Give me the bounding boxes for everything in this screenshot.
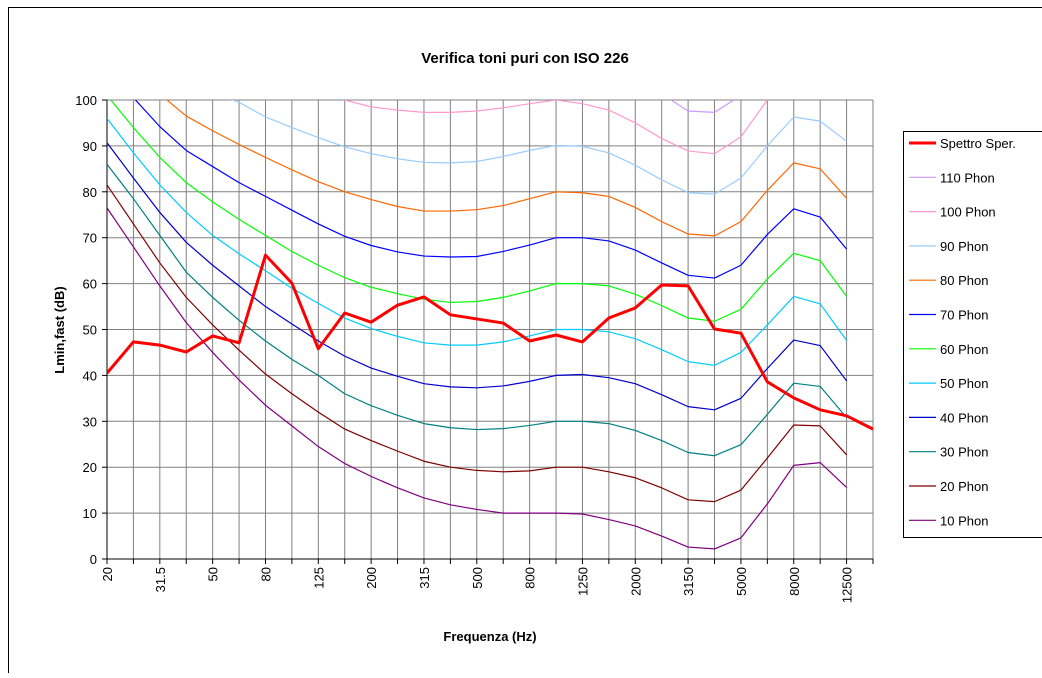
y-tick-label: 40 bbox=[83, 368, 97, 383]
x-tick-label: 315 bbox=[417, 567, 432, 589]
x-tick-label: 500 bbox=[470, 567, 485, 589]
x-tick-label: 8000 bbox=[787, 567, 802, 596]
y-axis-title: Lmin,fast (dB) bbox=[52, 286, 67, 373]
legend-label: 50 Phon bbox=[940, 376, 988, 391]
legend-label: 60 Phon bbox=[940, 342, 988, 357]
x-tick-label: 200 bbox=[364, 567, 379, 589]
x-tick-label: 125 bbox=[311, 567, 326, 589]
legend-label: 110 Phon bbox=[940, 170, 995, 185]
chart-title: Verifica toni puri con ISO 226 bbox=[421, 50, 629, 67]
x-tick-label: 31.5 bbox=[153, 567, 168, 592]
legend-label: 10 Phon bbox=[940, 513, 988, 528]
x-tick-label: 3150 bbox=[681, 567, 696, 596]
y-tick-label: 80 bbox=[83, 185, 97, 200]
y-tick-label: 90 bbox=[83, 139, 97, 154]
x-tick-label: 12500 bbox=[840, 567, 855, 603]
y-tick-label: 0 bbox=[90, 552, 97, 567]
x-tick-label: 80 bbox=[258, 567, 273, 581]
legend-label: 20 Phon bbox=[940, 479, 988, 494]
y-tick-label: 10 bbox=[83, 506, 97, 521]
x-axis-title: Frequenza (Hz) bbox=[443, 629, 536, 644]
legend-label: 30 Phon bbox=[940, 445, 988, 460]
legend-label: 90 Phon bbox=[940, 239, 988, 254]
y-tick-label: 50 bbox=[83, 323, 97, 338]
y-tick-label: 70 bbox=[83, 231, 97, 246]
y-tick-label: 60 bbox=[83, 277, 97, 292]
y-tick-label: 30 bbox=[83, 414, 97, 429]
x-tick-label: 20 bbox=[100, 567, 115, 581]
legend-box bbox=[904, 132, 1042, 538]
x-tick-label: 50 bbox=[206, 567, 221, 581]
legend-label: 80 Phon bbox=[940, 273, 988, 288]
legend-label: 70 Phon bbox=[940, 308, 988, 323]
x-tick-label: 800 bbox=[523, 567, 538, 589]
x-tick-label: 2000 bbox=[628, 567, 643, 596]
x-tick-label: 5000 bbox=[734, 567, 749, 596]
y-tick-label: 20 bbox=[83, 460, 97, 475]
legend-label: 100 Phon bbox=[940, 205, 996, 220]
x-tick-label: 1250 bbox=[575, 567, 590, 596]
y-tick-label: 100 bbox=[75, 93, 97, 108]
legend-label: 40 Phon bbox=[940, 410, 988, 425]
legend-label: Spettro Sper. bbox=[940, 136, 1016, 151]
